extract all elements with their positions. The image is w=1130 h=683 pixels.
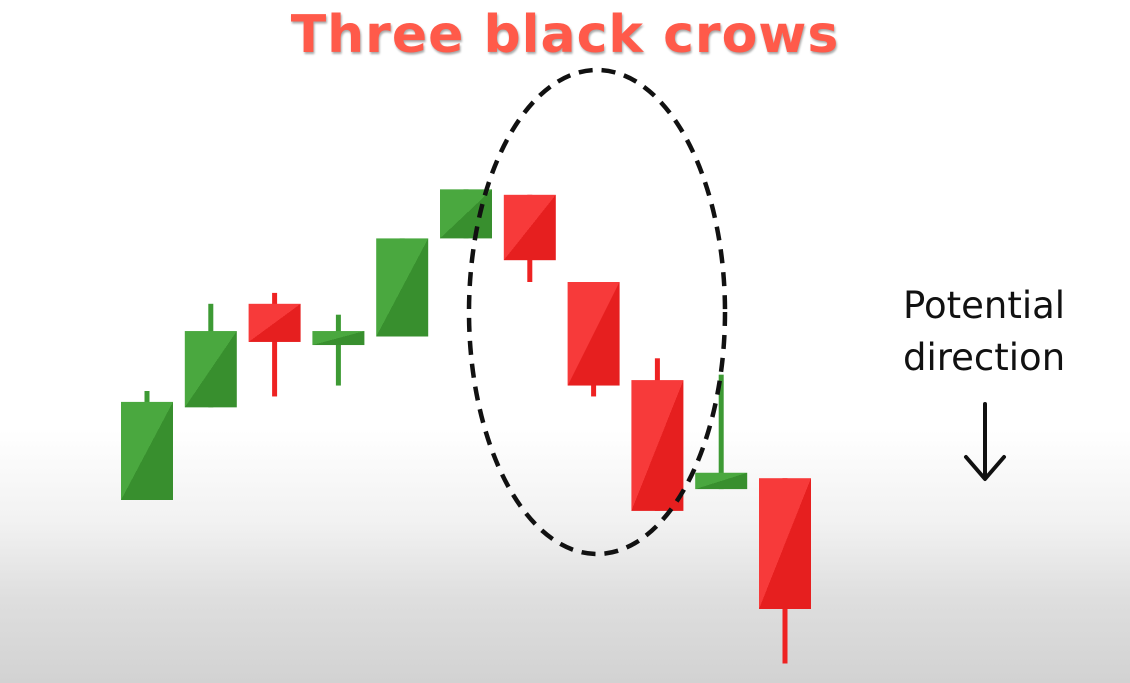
chart-title: Three black crows [290, 5, 840, 65]
potential-direction-line2: direction [903, 336, 1066, 379]
candle-body [312, 331, 365, 346]
candle-body [631, 380, 684, 511]
candle-body [440, 189, 492, 239]
candle-body [567, 282, 620, 386]
candle-2 [184, 303, 237, 408]
candle-wick [335, 314, 341, 386]
candle-6 [440, 189, 492, 239]
down-arrow-icon [964, 402, 1006, 481]
potential-direction-line1: Potential [903, 284, 1066, 327]
candle-4 [312, 314, 365, 386]
candle-8 [567, 282, 620, 397]
potential-direction-label: Potential direction [903, 280, 1103, 384]
candle-9 [631, 358, 684, 511]
candle-3 [248, 292, 301, 397]
candle-body [759, 478, 811, 609]
candle-10 [695, 374, 748, 490]
candle-body [248, 303, 301, 342]
highlight-ellipse [466, 67, 728, 557]
candle-5 [376, 238, 429, 337]
candle-body [376, 238, 429, 337]
candle-body [503, 194, 556, 261]
candle-1 [121, 391, 173, 500]
candle-body [184, 331, 237, 408]
candle-body [695, 472, 748, 490]
candle-wick [272, 292, 278, 397]
candle-wick [718, 374, 724, 490]
candle-11 [759, 478, 811, 664]
candle-7 [503, 194, 556, 282]
candles-group [121, 189, 811, 664]
candle-body [121, 401, 173, 500]
